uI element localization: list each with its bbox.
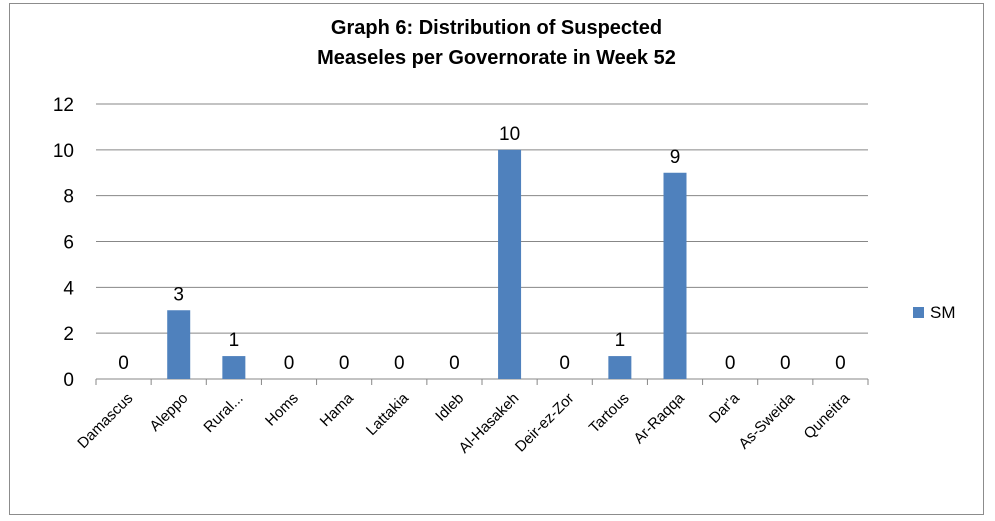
- chart-title-line-1: Graph 6: Distribution of Suspected: [330, 17, 663, 39]
- x-tick-label: Tartous: [586, 390, 633, 437]
- x-tick-label: Deir-ez-Zor: [512, 390, 578, 456]
- data-label: 0: [449, 353, 460, 374]
- data-label: 0: [339, 353, 350, 374]
- y-tick-label: 2: [63, 324, 74, 345]
- data-label: 9: [670, 147, 681, 168]
- x-tick-label: Damascus: [74, 390, 136, 452]
- data-label: 0: [835, 353, 846, 374]
- y-tick-label: 10: [53, 141, 74, 162]
- y-tick-label: 8: [63, 187, 74, 208]
- bar-ar-raqqa: [663, 172, 687, 379]
- data-label: 10: [499, 124, 520, 145]
- x-tick-label: Idleb: [432, 390, 467, 425]
- bar-al-hasakeh: [498, 149, 522, 379]
- x-tick-label: Quneitra: [801, 389, 854, 442]
- bar-aleppo: [167, 310, 191, 379]
- x-tick-label: Homs: [262, 390, 302, 430]
- y-tick-label: 4: [63, 278, 74, 299]
- chart-title-line-2: Measeles per Governorate in Week 52: [317, 47, 676, 69]
- bar-rural-: [222, 356, 246, 379]
- data-label: 0: [394, 353, 405, 374]
- chart-frame: Graph 6: Distribution of Suspected Mease…: [9, 3, 984, 515]
- x-tick-label: Al-Hasakeh: [456, 390, 523, 457]
- y-tick-label: 6: [63, 233, 74, 254]
- x-tick-label: Hama: [317, 389, 358, 430]
- data-label: 0: [559, 353, 570, 374]
- data-label: 0: [118, 353, 129, 374]
- legend-swatch: [913, 307, 924, 318]
- data-label: 0: [725, 353, 736, 374]
- data-label: 1: [229, 330, 240, 351]
- chart-title: Graph 6: Distribution of Suspected Mease…: [10, 13, 983, 73]
- data-label: 1: [615, 330, 626, 351]
- data-label: 3: [173, 284, 184, 305]
- x-tick-label: As-Sweida: [735, 389, 798, 452]
- x-tick-label: Ar-Raqqa: [630, 389, 688, 447]
- x-tick-label: Dar'a: [706, 389, 744, 427]
- data-label: 0: [780, 353, 791, 374]
- y-tick-label: 12: [53, 95, 74, 116]
- y-tick-label: 0: [63, 370, 74, 391]
- x-tick-label: Aleppo: [146, 390, 191, 435]
- data-label: 0: [284, 353, 295, 374]
- x-tick-label: Rural...: [200, 390, 246, 436]
- bar-tartous: [608, 356, 632, 379]
- x-tick-label: Lattakia: [363, 389, 413, 439]
- legend-label: SM: [930, 303, 956, 322]
